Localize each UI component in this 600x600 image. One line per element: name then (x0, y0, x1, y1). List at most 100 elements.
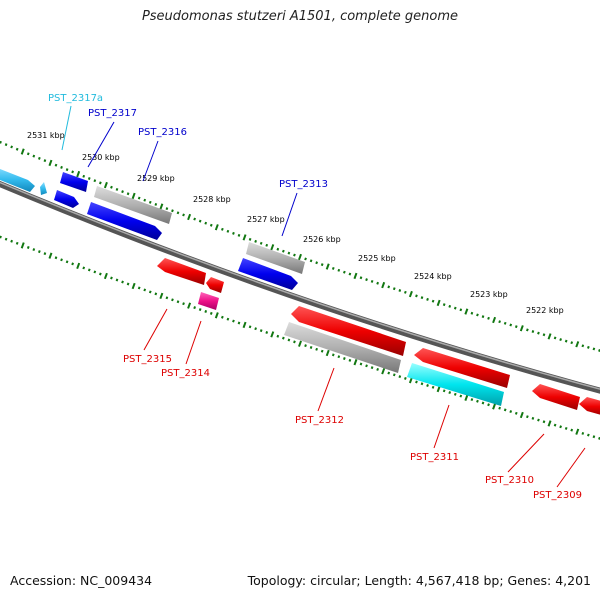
gene-label[interactable]: PST_2311 (410, 452, 459, 463)
outer-scale-dot (38, 156, 41, 160)
gene-pst2311-red[interactable] (414, 348, 510, 388)
gene-leader-line (61, 105, 72, 151)
gene-label[interactable]: PST_2312 (295, 415, 344, 426)
inner-scale-dot (48, 252, 53, 259)
inner-scale-dot (325, 349, 330, 357)
outer-scale-dot (404, 290, 407, 294)
inner-scale-dot (143, 288, 147, 292)
inner-scale-dot (459, 394, 463, 398)
outer-scale-dot (159, 203, 164, 210)
outer-scale-dot (93, 179, 97, 183)
outer-scale-dot (459, 308, 463, 312)
inner-scale-dot (426, 384, 429, 387)
tick-label: 2523 kbp (470, 290, 508, 299)
gene-label[interactable]: PST_2316 (138, 127, 187, 138)
inner-scale-dot (564, 426, 568, 430)
gene-leader-line (87, 121, 115, 168)
gene-pst2317a-arrow[interactable] (0, 167, 35, 192)
inner-scale-dot (182, 302, 185, 306)
inner-scale-dot (398, 375, 402, 379)
outer-scale-dot (353, 272, 358, 280)
gene-pst2317-a[interactable] (60, 172, 88, 192)
gene-label[interactable]: PST_2315 (123, 354, 172, 365)
outer-scale-dot (592, 347, 596, 351)
gene-leader-line (317, 367, 335, 412)
gene-pst2310[interactable] (532, 384, 580, 410)
inner-scale-dot (376, 367, 379, 371)
outer-scale-dot (464, 308, 469, 315)
gene-leader-line (281, 192, 298, 237)
outer-scale-dot (54, 163, 58, 167)
outer-scale-dot (121, 190, 124, 194)
inner-scale-dot (353, 359, 358, 366)
gene-pst2317-b[interactable] (54, 190, 79, 208)
inner-scale-dot (587, 433, 590, 437)
inner-scale-dot (214, 312, 219, 319)
gene-pst2317a-small[interactable] (40, 182, 47, 195)
genome-summary-text: Topology: circular; Length: 4,567,418 bp… (247, 573, 591, 588)
inner-scale-dot (103, 272, 108, 280)
outer-scale-dot (481, 315, 485, 319)
inner-scale-dot (370, 366, 374, 370)
inner-scale-dot (159, 292, 164, 300)
gene-label[interactable]: PST_2314 (161, 368, 210, 379)
gene-pst2315[interactable] (157, 258, 206, 285)
outer-scale-dot (110, 185, 113, 189)
outer-scale-dot (193, 217, 196, 221)
outer-scale-dot (503, 321, 507, 325)
gene-pst2316-grey[interactable] (94, 186, 172, 224)
outer-scale-dot (498, 320, 501, 324)
inner-scale-dot (570, 428, 574, 432)
outer-scale-dot (20, 148, 25, 155)
gene-label[interactable]: PST_2317 (88, 108, 137, 119)
inner-scale-dot (431, 385, 435, 389)
inner-scale-dot (415, 380, 418, 384)
outer-scale-dot (420, 296, 424, 300)
inner-scale-dot (121, 280, 124, 284)
gene-pst2312-red[interactable] (291, 306, 406, 356)
gene-pst2313-grey[interactable] (246, 242, 305, 274)
outer-scale-dot (547, 333, 552, 340)
gene-leader-line (433, 404, 450, 449)
outer-scale-dot (343, 270, 346, 274)
gene-label[interactable]: PST_2313 (279, 179, 328, 190)
outer-scale-dot (131, 192, 136, 200)
inner-scale-dot (553, 423, 557, 427)
gene-label[interactable]: PST_2309 (533, 490, 582, 501)
inner-scale-dot (15, 241, 19, 245)
gene-label[interactable]: PST_2317a (48, 93, 103, 104)
inner-scale-dot (481, 401, 485, 405)
gene-pst2311-cyan[interactable] (407, 363, 504, 406)
inner-scale-dot (531, 416, 535, 420)
gene-pst2309[interactable] (579, 397, 600, 416)
inner-scale-dot (381, 368, 386, 375)
gene-pst2316[interactable] (87, 202, 162, 240)
inner-scale-dot (331, 353, 335, 357)
inner-scale-dot (315, 347, 318, 351)
inner-scale-dot (487, 403, 490, 407)
inner-scale-dot (0, 235, 2, 239)
inner-scale-dot (71, 262, 74, 266)
outer-scale-dot (137, 196, 141, 200)
gene-pst2314-pink[interactable] (198, 292, 219, 310)
inner-scale-dot (514, 411, 518, 415)
gene-pst2314-red[interactable] (206, 277, 224, 293)
outer-scale-dot (187, 213, 192, 221)
inner-scale-dot (509, 410, 513, 414)
inner-scale-dot (237, 321, 241, 325)
outer-scale-dot (126, 192, 130, 196)
inner-scale-dot (10, 239, 13, 243)
outer-scale-dot (293, 253, 296, 257)
gene-label[interactable]: PST_2310 (485, 475, 534, 486)
inner-scale-dot (242, 321, 247, 329)
outer-scale-dot (564, 339, 568, 343)
outer-scale-dot (581, 344, 585, 348)
inner-scale-dot (282, 336, 285, 340)
outer-scale-dot (315, 261, 318, 265)
gene-pst2312-grey[interactable] (284, 322, 401, 373)
outer-scale-dot (387, 285, 391, 289)
outer-scale-dot (282, 249, 285, 253)
outer-scale-dot (431, 299, 435, 303)
gene-pst2313[interactable] (238, 258, 298, 290)
inner-scale-dot (154, 292, 158, 296)
